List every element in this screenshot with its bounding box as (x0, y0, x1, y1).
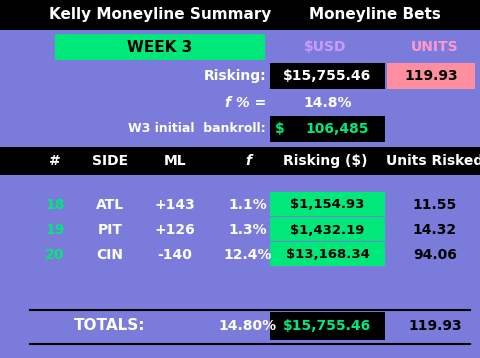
Text: $1,432.19: $1,432.19 (290, 223, 365, 237)
Text: $USD: $USD (304, 40, 346, 54)
FancyBboxPatch shape (270, 63, 385, 89)
Text: 1.1%: 1.1% (228, 198, 267, 212)
Text: Risking ($): Risking ($) (283, 154, 367, 168)
Text: $15,755.46: $15,755.46 (283, 69, 372, 83)
Text: Risking:: Risking: (204, 69, 266, 83)
Text: Units Risked: Units Risked (386, 154, 480, 168)
Text: $15,755.46: $15,755.46 (283, 319, 372, 333)
FancyBboxPatch shape (270, 192, 385, 216)
Text: W3 initial  bankroll:: W3 initial bankroll: (128, 122, 266, 135)
Text: 94.06: 94.06 (413, 248, 457, 262)
Text: f % =: f % = (225, 96, 266, 110)
Text: Moneyline Bets: Moneyline Bets (309, 8, 441, 23)
Text: ATL: ATL (96, 198, 124, 212)
Text: $1,154.93: $1,154.93 (290, 198, 365, 212)
Text: TOTALS:: TOTALS: (74, 319, 146, 334)
Text: +143: +143 (155, 198, 195, 212)
Text: $13,168.34: $13,168.34 (286, 248, 370, 261)
Text: 14.8%: 14.8% (303, 96, 352, 110)
Text: +126: +126 (155, 223, 195, 237)
Text: -140: -140 (157, 248, 192, 262)
Text: PIT: PIT (97, 223, 122, 237)
Text: 119.93: 119.93 (408, 319, 462, 333)
Text: Kelly Moneyline Summary: Kelly Moneyline Summary (49, 8, 271, 23)
FancyBboxPatch shape (0, 147, 480, 175)
Text: CIN: CIN (96, 248, 123, 262)
Text: #: # (49, 154, 61, 168)
Text: $: $ (275, 122, 285, 136)
Text: UNITS: UNITS (411, 40, 459, 54)
Text: ML: ML (164, 154, 186, 168)
Text: 20: 20 (45, 248, 65, 262)
FancyBboxPatch shape (387, 63, 475, 89)
Text: 18: 18 (45, 198, 65, 212)
Text: 11.55: 11.55 (413, 198, 457, 212)
Text: 14.80%: 14.80% (219, 319, 277, 333)
Text: 12.4%: 12.4% (224, 248, 272, 262)
Text: 119.93: 119.93 (404, 69, 458, 83)
Text: WEEK 3: WEEK 3 (127, 39, 192, 54)
FancyBboxPatch shape (270, 242, 385, 266)
FancyBboxPatch shape (270, 217, 385, 241)
Text: 106,485: 106,485 (306, 122, 369, 136)
FancyBboxPatch shape (270, 312, 385, 340)
Text: 19: 19 (45, 223, 65, 237)
FancyBboxPatch shape (55, 34, 265, 60)
Text: f: f (245, 154, 251, 168)
Text: 14.32: 14.32 (413, 223, 457, 237)
FancyBboxPatch shape (0, 0, 480, 30)
Text: SIDE: SIDE (92, 154, 128, 168)
Text: 1.3%: 1.3% (228, 223, 267, 237)
FancyBboxPatch shape (270, 116, 385, 142)
